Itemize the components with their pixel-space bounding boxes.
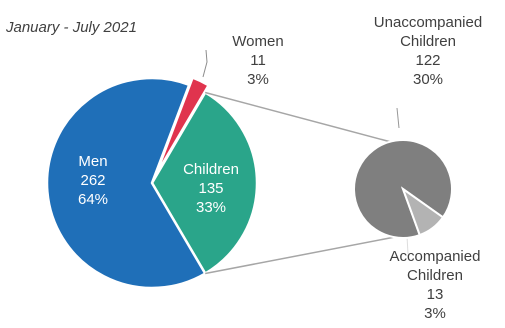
chart-subtitle: January - July 2021 — [6, 19, 137, 36]
data-label-children: Children 135 33% — [183, 160, 239, 217]
label-name: Women — [232, 33, 284, 50]
label-percent: 64% — [77, 191, 109, 208]
pie-slice-accompanied-children — [400, 186, 445, 237]
data-label-unaccompanied-children: Unaccompanied Children 122 30% — [374, 13, 482, 89]
label-name-line2: Children — [400, 33, 456, 50]
label-value: 135 — [198, 180, 224, 197]
label-value: 13 — [426, 286, 444, 303]
breakdown-pie — [353, 139, 453, 239]
label-value: 122 — [415, 52, 441, 69]
label-name-line1: Accompanied — [389, 248, 481, 265]
leader-line-unaccompanied — [396, 107, 400, 129]
connector-line-bottom — [205, 236, 396, 275]
label-percent: 3% — [424, 305, 446, 322]
leader-line-women — [202, 49, 208, 78]
label-percent: 33% — [195, 199, 227, 216]
label-value: 262 — [80, 172, 106, 189]
label-value: 11 — [250, 52, 266, 69]
connector-line-top — [205, 91, 392, 143]
data-label-men: Men 262 64% — [78, 152, 108, 209]
main-pie — [45, 76, 259, 290]
label-name-line1: Unaccompanied — [373, 14, 483, 31]
pie-slice-women — [154, 76, 210, 178]
label-percent: 30% — [412, 71, 444, 88]
data-label-accompanied-children: Accompanied Children 13 3% — [390, 247, 481, 323]
pie-slice-children — [150, 91, 259, 275]
label-name: Children — [183, 161, 239, 178]
data-label-women: Women 11 3% — [232, 32, 283, 89]
label-percent: 3% — [247, 71, 269, 88]
pie-slice-men — [45, 76, 207, 290]
label-name-line2: Children — [407, 267, 463, 284]
label-name: Men — [78, 153, 108, 170]
